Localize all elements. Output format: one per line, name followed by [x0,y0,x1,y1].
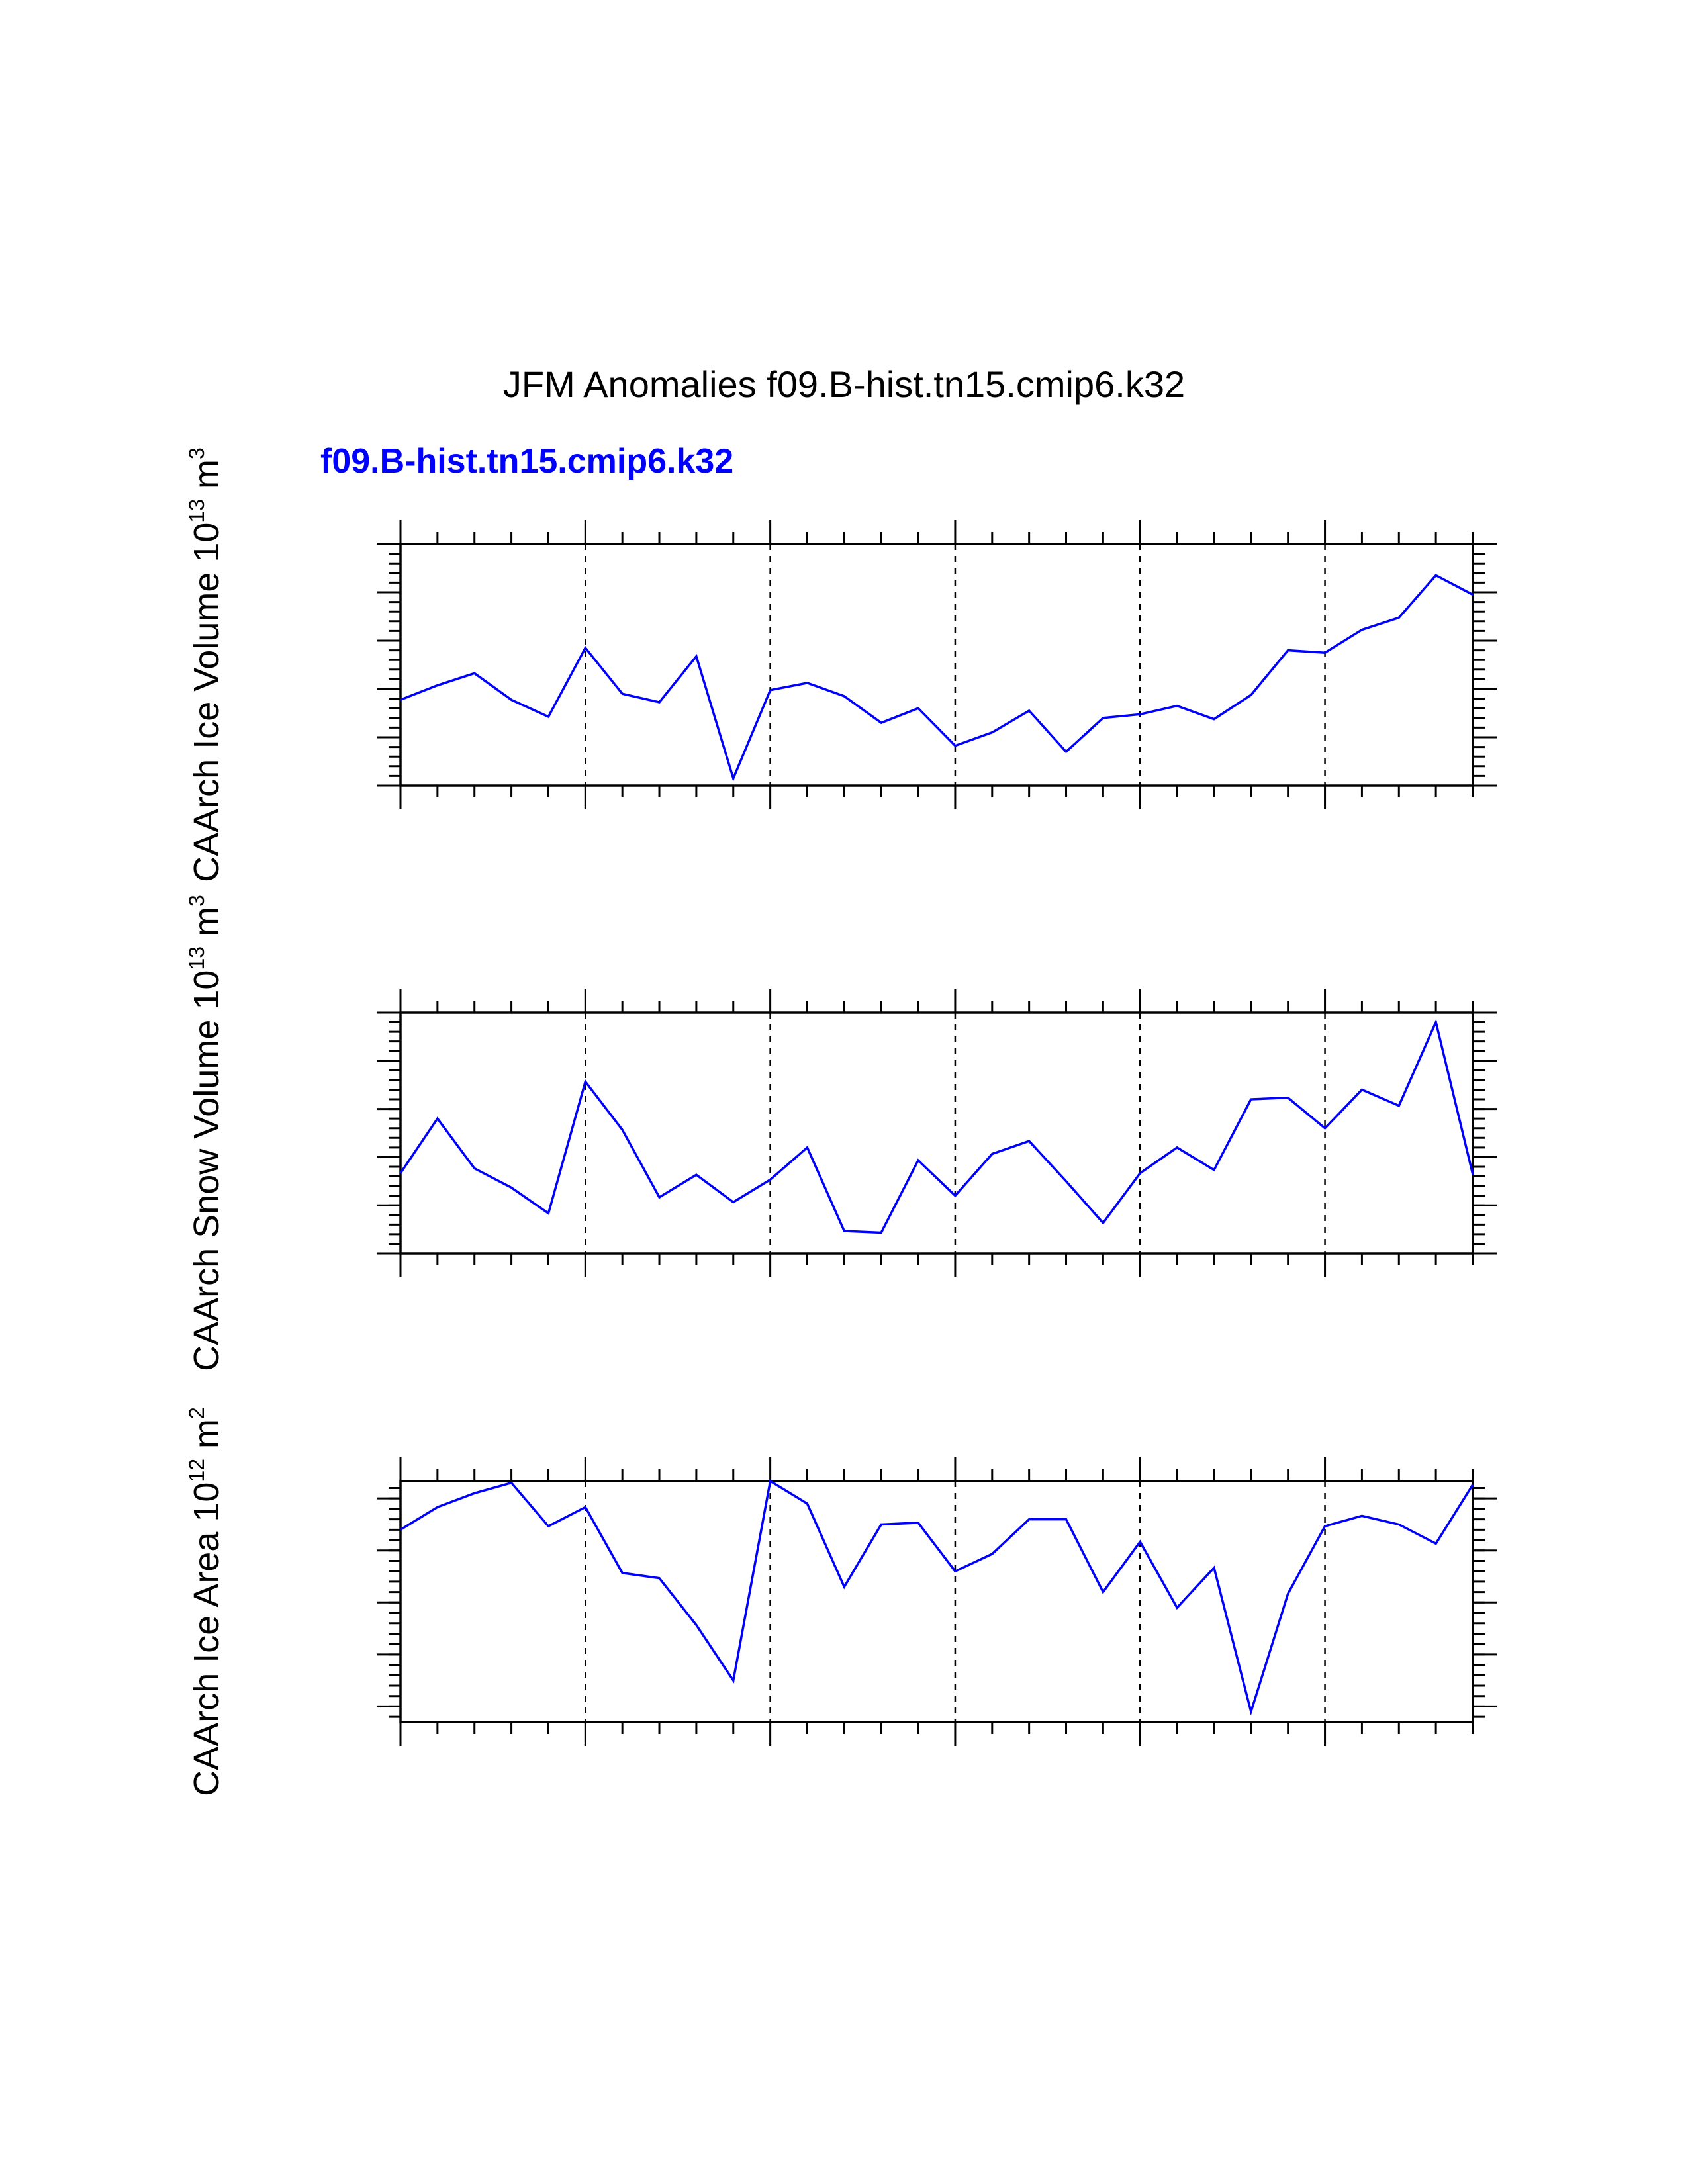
y-axis-label-unit: m [187,1419,226,1459]
series-line [400,1479,1474,1716]
y-axis-label-exponent: 13 [185,499,209,523]
figure-subtitle: f09.B-hist.tn15.cmip6.k32 [320,442,733,480]
y-axis-label-unit: m [187,459,226,499]
y-axis-label: CAArch Snow Volume 1013 m3 [185,895,226,1371]
y-axis-label-unit-exponent: 3 [185,447,209,459]
y-axis-label-text: CAArch Ice Volume 10 [187,523,226,882]
y-axis-label-unit-exponent: 3 [185,895,209,907]
y-axis-label-exponent: 12 [185,1459,209,1482]
plot-frame [399,1011,1474,1255]
y-axis-label-exponent: 13 [185,946,209,970]
y-axis-label: CAArch Ice Area 1012 m2 [185,1407,226,1796]
y-axis-label-unit: m [187,907,226,946]
plot-frame [399,543,1474,787]
y-axis-label-unit-exponent: 2 [185,1407,209,1419]
y-axis-label-text: CAArch Snow Volume 10 [187,970,226,1371]
y-axis-label: CAArch Ice Volume 1013 m3 [185,447,226,882]
panel-middle: CAArch Snow Volume 1013 m3 [185,895,1497,1371]
figure-title: JFM Anomalies f09.B-hist.tn15.cmip6.k32 [503,363,1185,405]
panel-bottom: CAArch Ice Area 1012 m2 [185,1407,1497,1796]
panel-top: CAArch Ice Volume 1013 m3 [185,447,1497,882]
y-axis-label-text: CAArch Ice Area 10 [187,1482,226,1796]
series-line [400,574,1474,782]
series-line [399,1019,1474,1234]
